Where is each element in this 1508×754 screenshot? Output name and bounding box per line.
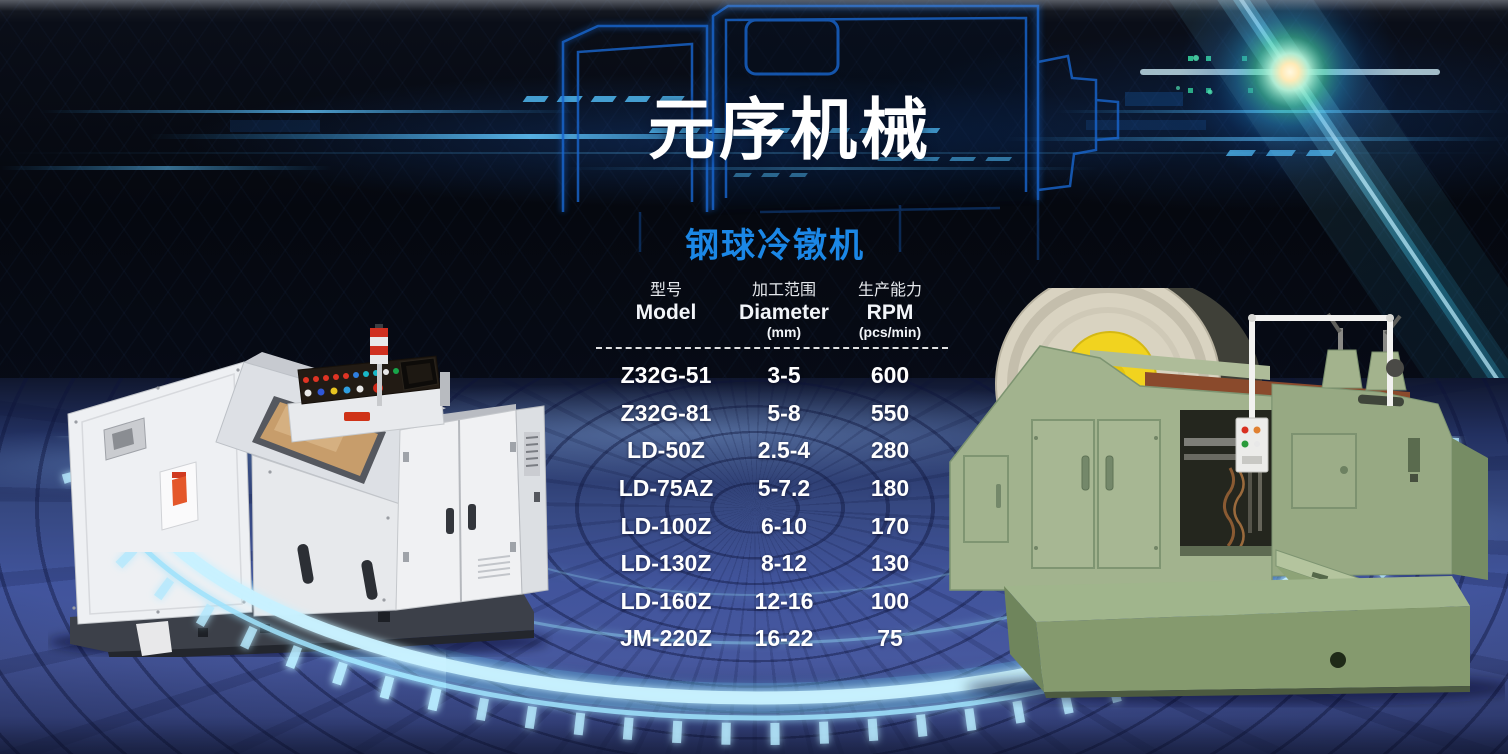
header-rpm-unit: (pcs/min) — [858, 324, 922, 340]
header-col-diameter: 加工范围 Diameter (mm) — [736, 282, 832, 340]
table-row: Z32G-51 3-5 600 — [596, 357, 948, 395]
table-row: Z32G-81 5-8 550 — [596, 395, 948, 433]
diameter-cell: 16-22 — [754, 625, 814, 652]
rpm-cell: 180 — [870, 475, 910, 502]
spec-table: 型号 Model 加工范围 Diameter (mm) 生产能力 RPM (pc… — [596, 282, 948, 658]
rpm-cell: 170 — [870, 512, 910, 539]
diameter-cell: 5-8 — [767, 399, 801, 426]
green-right-housing — [1271, 383, 1488, 580]
top-ledge — [1090, 350, 1270, 380]
diameter-cell: 2.5-4 — [757, 437, 811, 464]
machine-base — [1004, 576, 1470, 698]
model-cell: LD-50Z — [627, 437, 705, 464]
rpm-cell: 130 — [870, 550, 910, 577]
door-left — [1031, 419, 1095, 569]
header-divider — [596, 347, 948, 349]
header-col-model: 型号 Model — [596, 282, 736, 340]
wireframe-machine-outline — [560, 3, 1120, 260]
header-rpm-cn: 生产能力 — [857, 282, 922, 299]
machine-left-panel — [67, 361, 253, 625]
model-cell: Z32G-81 — [620, 399, 712, 426]
diameter-cell: 6-10 — [760, 512, 808, 539]
spec-table-header: 型号 Model 加工范围 Diameter (mm) 生产能力 RPM (pc… — [596, 282, 948, 340]
model-cell: LD-100Z — [620, 512, 712, 539]
rpm-cell: 600 — [870, 362, 910, 389]
rpm-cell: 280 — [870, 437, 910, 464]
machine-control-console — [287, 355, 450, 443]
machinery-opening — [1180, 410, 1272, 556]
model-cell: Z32G-51 — [620, 362, 712, 389]
model-cell: LD-130Z — [620, 550, 712, 577]
table-row: LD-50Z 2.5-4 280 — [596, 432, 948, 470]
diameter-cell: 3-5 — [767, 362, 801, 389]
rpm-cell: 75 — [877, 625, 903, 652]
header-model-unit — [596, 324, 736, 340]
pipe-frame — [1235, 314, 1404, 473]
model-cell: LD-160Z — [620, 587, 712, 614]
beacon-light — [370, 324, 388, 406]
spec-table-body: Z32G-51 3-5 600 Z32G-81 5-8 550 LD-50Z 2… — [596, 357, 948, 658]
diameter-cell: 12-16 — [754, 587, 814, 614]
top-light-strip — [0, 0, 1508, 11]
header-col-rpm: 生产能力 RPM (pcs/min) — [832, 282, 948, 340]
table-row: LD-75AZ 5-7.2 180 — [596, 470, 948, 508]
table-row: LD-160Z 12-16 100 — [596, 583, 948, 621]
control-buttons-row1 — [303, 368, 399, 383]
header-rpm-en: RPM — [866, 301, 914, 324]
page-title: 元序机械 — [648, 93, 932, 168]
lens-flare — [1140, 0, 1440, 182]
header-model-en: Model — [635, 301, 697, 324]
page-subtitle: 钢球冷镦机 — [685, 227, 865, 265]
table-row: LD-130Z 8-12 130 — [596, 545, 948, 583]
control-buttons-row2 — [304, 383, 383, 397]
machine-side-cabinet — [515, 405, 549, 595]
rpm-cell: 550 — [870, 399, 910, 426]
rpm-cell: 100 — [870, 587, 910, 614]
header-diameter-cn: 加工范围 — [751, 282, 816, 299]
door-right — [1097, 419, 1161, 569]
table-row: LD-100Z 6-10 170 — [596, 507, 948, 545]
diameter-cell: 5-7.2 — [757, 475, 811, 502]
right-machine-illustration — [940, 288, 1505, 708]
header-model-cn: 型号 — [649, 282, 682, 299]
machine-front-panel — [251, 454, 401, 617]
header-diameter-en: Diameter — [739, 301, 829, 324]
header-diameter-unit: (mm) — [766, 324, 802, 340]
pendant-control-box — [1235, 417, 1269, 473]
model-cell: LD-75AZ — [618, 475, 714, 502]
model-cell: JM-220Z — [619, 625, 713, 652]
table-row: JM-220Z 16-22 75 — [596, 620, 948, 658]
diameter-cell: 8-12 — [760, 550, 808, 577]
left-machine-illustration — [48, 312, 553, 657]
